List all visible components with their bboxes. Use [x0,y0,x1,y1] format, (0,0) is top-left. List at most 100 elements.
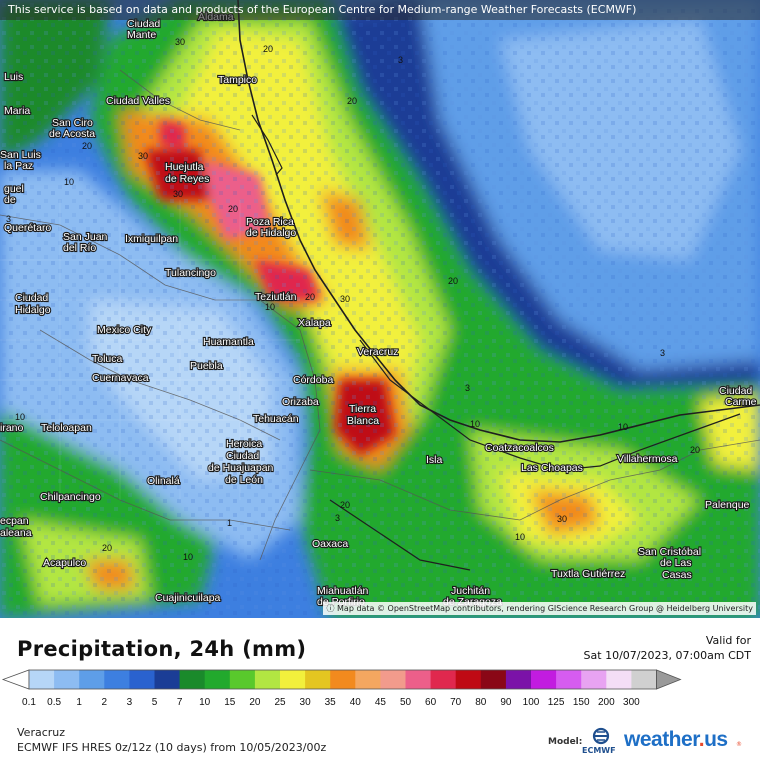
contour-value-label: 3 [398,55,403,65]
scale-tick-label: 45 [375,697,387,708]
ecmwf-logo-text: ECMWF [582,746,616,755]
contour-value-label: 30 [138,151,148,161]
city-label: de Hidalgo [246,227,296,239]
city-label: Chilpancingo [40,491,101,503]
model-run-info: ECMWF IFS HRES 0z/12z (10 days) from 10/… [17,741,327,754]
city-label: Tulancingo [165,267,216,279]
scale-swatch [581,670,607,689]
scale-swatch [104,670,130,689]
scale-swatch [430,670,457,689]
city-label: ecpan [0,515,29,527]
scale-max-arrow [656,669,682,690]
city-label: Veracruz [357,346,398,358]
city-label: Maria [4,105,30,117]
contour-value-label: 10 [470,419,480,429]
city-label: Hidalgo [15,304,51,316]
city-label: Orizaba [282,396,319,408]
scale-tick-label: 0.1 [22,697,36,708]
city-label: Cuajinicuilapa [155,592,221,604]
scale-swatch [280,670,306,689]
city-label: Ciudad [226,450,259,462]
city-label: Carme [725,396,757,408]
scale-swatch [455,670,482,689]
highways [251,114,741,571]
brand-tld: us [704,728,728,751]
city-label: de Las [660,557,692,569]
scale-tick-label: 10 [199,697,211,708]
scale-tick-label: 300 [623,697,640,708]
attribution-text: Map data © OpenStreetMap contributors, r… [337,604,753,613]
scale-tick-label: 125 [548,697,565,708]
city-label: de Reyes [165,173,209,185]
city-label: Miahuatlán [317,585,369,597]
city-label: San Ciro [52,117,93,129]
weather-us-logo[interactable]: weather.us [624,728,728,752]
city-label: Juchitán [451,585,490,597]
scale-swatch [305,670,331,689]
city-label: Tehuacán [253,413,299,425]
city-label: Palenque [705,499,750,511]
info-icon: ⓘ [326,604,338,613]
model-label: Model: [548,737,583,747]
city-label: la Paz [4,160,33,172]
scale-swatch [355,670,381,689]
scale-tick-label: 30 [300,697,312,708]
scale-swatch [631,670,657,689]
city-label: Tuxtla Gutiérrez [551,568,625,580]
precipitation-map[interactable]: 30 20 3 20 30 20 30 20 10 3 20 30 10 20 3 3 10 10 20 20 10 30… [0,0,760,618]
contour-value-label: 20 [448,276,458,286]
city-label: de León [225,474,263,486]
state-borders [0,69,760,561]
city-label: Xalapa [298,317,331,329]
scale-tick-label: 35 [325,697,337,708]
city-label: Poza Rica [246,216,294,228]
city-label: Puebla [190,360,223,372]
contour-value-label: 20 [690,445,700,455]
scale-min-arrow [1,669,30,690]
brand-dot: . [698,728,705,751]
city-label: Acapulco [43,557,86,569]
city-label: Teziutlán [255,291,297,303]
map-attribution[interactable]: ⓘ Map data © OpenStreetMap contributors,… [323,602,756,615]
city-label: Teloloapan [41,422,92,434]
city-label: Toluca [92,353,123,365]
city-label: Villahermosa [617,453,678,465]
city-label: Oaxaca [312,538,348,550]
scale-tick-label: 25 [274,697,286,708]
scale-tick-label: 5 [152,697,158,708]
contour-value-label: 3 [660,348,665,358]
scale-tick-label: 50 [400,697,412,708]
scale-tick-label: 7 [177,697,183,708]
contour-value-label: 10 [265,302,275,312]
scale-tick-label: 70 [450,697,462,708]
city-label: guel [4,183,24,195]
contour-value-label: 10 [515,532,525,542]
contour-value-label: 10 [183,552,193,562]
scale-frame [28,669,657,690]
scale-swatch [531,670,557,689]
scale-tick-label: 3 [127,697,133,708]
contour-value-label: 3 [335,513,340,523]
city-label: de Acosta [49,128,95,140]
contour-value-label: 20 [263,44,273,54]
contour-value-label: 10 [15,412,25,422]
scale-tick-label: 1 [76,697,82,708]
city-label: San Luis [0,149,41,161]
contour-value-label: 3 [465,383,470,393]
coastline [237,0,760,443]
city-label: Córdoba [293,374,333,386]
contour-value-label: 30 [340,294,350,304]
city-label: Ciudad [719,385,752,397]
scale-tick-label: 15 [224,697,236,708]
scale-swatch [330,670,356,689]
city-label: San Cristóbal [638,546,701,558]
city-label: de [4,194,16,206]
contour-value-label: 30 [557,514,567,524]
city-label: Ciudad Valles [106,95,170,107]
city-label: Tierra [349,403,376,415]
scale-tick-label: 80 [475,697,487,708]
city-label: Las Choapas [521,462,583,474]
city-label: Coatzacoalcos [485,442,554,454]
scale-swatch [229,670,256,689]
